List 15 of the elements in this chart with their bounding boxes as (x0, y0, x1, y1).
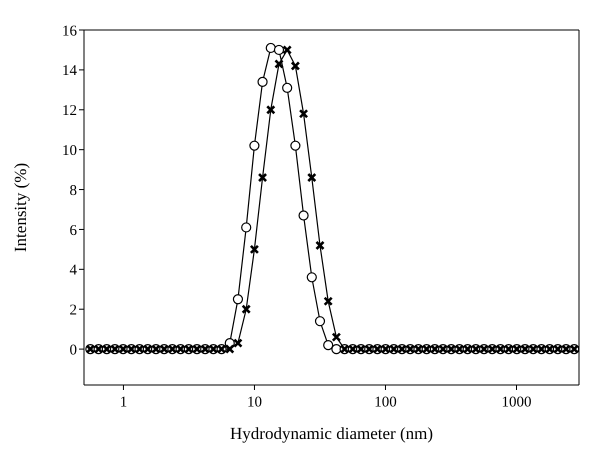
x-tick-label: 100 (374, 394, 397, 411)
y-tick-label: 0 (70, 342, 77, 358)
y-tick-label: 16 (62, 23, 78, 40)
y-tick-label: 8 (70, 182, 77, 199)
y-tick-label: 14 (62, 63, 78, 80)
y-tick-label: 2 (70, 302, 77, 319)
y-tick-label: 6 (70, 222, 78, 239)
y-tick-label: 10 (62, 142, 77, 159)
y-tick-label: 4 (70, 262, 78, 279)
y-tick-label: 12 (62, 103, 77, 120)
x-tick-label: 1 (120, 394, 128, 411)
x-axis-title: Hydrodynamic diameter (nm) (230, 424, 433, 443)
x-tick-label: 10 (246, 394, 262, 411)
x-tick-label: 1000 (501, 394, 532, 411)
y-axis-title: Intensity (%) (11, 162, 30, 252)
